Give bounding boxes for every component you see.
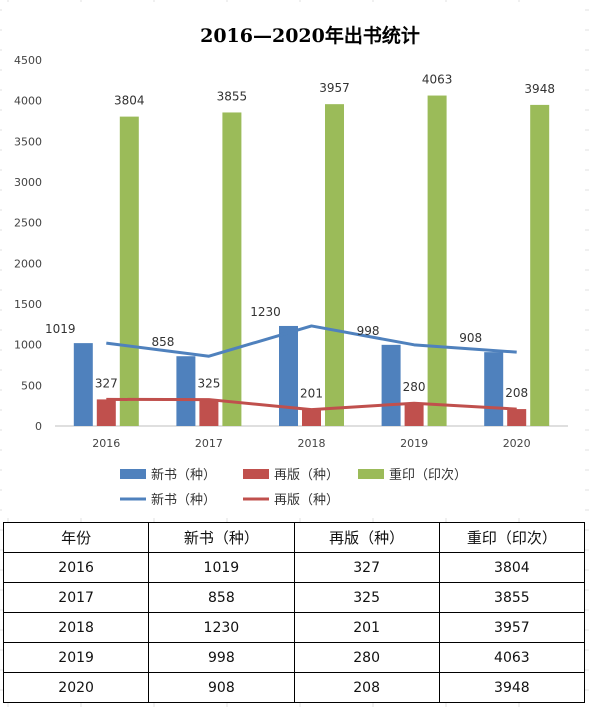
x-tick-label: 2017 (195, 437, 223, 450)
x-tick-label: 2016 (92, 437, 120, 450)
cell-new: 1230 (148, 612, 295, 643)
legend-label: 新书（种） (151, 492, 216, 508)
bar-edition-2019[interactable] (404, 403, 424, 426)
data-label: 280 (403, 380, 426, 394)
table-header-row: 年份 新书（种） 再版（种） 重印（印次） (2, 522, 586, 553)
data-labels: 1019 858 1230 998 908 327 325 201 280 208 3804 3855… (45, 73, 555, 401)
legend-swatch (243, 469, 269, 479)
y-tick-label: 1000 (14, 339, 42, 352)
data-label: 1230 (250, 305, 281, 319)
y-tick-label: 1500 (14, 298, 42, 311)
legend-label: 新书（种） (151, 467, 216, 483)
lines (106, 324, 517, 412)
data-label: 998 (357, 324, 380, 338)
cell-edition: 327 (293, 552, 440, 583)
data-label: 908 (459, 331, 482, 345)
data-label: 3855 (217, 89, 248, 103)
legend-label: 再版（种） (274, 493, 339, 508)
bar-reprint-2016[interactable] (119, 116, 139, 426)
header-edition: 再版（种） (293, 522, 440, 553)
data-label: 325 (197, 377, 220, 391)
cell-new: 858 (148, 582, 295, 613)
legend-label: 重印（印次） (389, 467, 467, 483)
legend-swatch (358, 469, 384, 479)
data-label: 201 (300, 387, 323, 401)
x-tick-label: 2019 (400, 437, 428, 450)
y-tick-label: 2500 (14, 217, 42, 230)
y-tick-label: 500 (21, 379, 42, 392)
data-label: 858 (151, 335, 174, 349)
cell-new: 998 (148, 642, 295, 673)
bar-reprint-2020[interactable] (530, 104, 550, 427)
table-row: 2017 858 325 3855 (2, 582, 586, 613)
data-label: 327 (95, 376, 118, 390)
bar-reprint-2019[interactable] (427, 95, 447, 426)
legend-label: 再版（种） (274, 468, 339, 483)
bar-reprint-2018[interactable] (325, 104, 344, 426)
cell-new: 908 (148, 672, 295, 703)
cell-new: 1019 (148, 552, 295, 583)
bar-new-2020[interactable] (484, 352, 504, 426)
bar-edition-2016[interactable] (96, 399, 116, 426)
bar-edition-2018[interactable] (302, 409, 321, 426)
cell-year: 2019 (2, 642, 150, 673)
y-tick-label: 0 (35, 420, 42, 433)
cell-reprint: 3957 (438, 612, 586, 643)
cell-reprint: 3948 (438, 672, 586, 703)
data-table: 年份 新书（种） 再版（种） 重印（印次） 2016 1019 327 3804… (2, 522, 586, 703)
header-new: 新书（种） (148, 522, 295, 553)
cell-reprint: 3855 (438, 582, 586, 613)
header-reprint: 重印（印次） (438, 522, 586, 553)
y-axis: 0 500 1000 1500 2000 2500 3000 3500 4000 4500 (14, 54, 42, 433)
data-label: 3957 (319, 81, 350, 95)
data-label: 208 (505, 386, 528, 400)
cell-edition: 201 (293, 612, 440, 643)
line-edition[interactable] (106, 397, 517, 412)
data-label: 4063 (422, 73, 453, 87)
x-tick-label: 2018 (298, 437, 326, 450)
cell-year: 2017 (2, 582, 150, 613)
table-row: 2016 1019 327 3804 (2, 552, 586, 583)
y-tick-label: 2000 (14, 257, 42, 270)
chart: 2016—2020年出书统计 0 500 1000 1500 2000 2500 3000 3… (2, 2, 585, 518)
cell-reprint: 3804 (438, 552, 586, 583)
cell-reprint: 4063 (438, 642, 586, 673)
y-tick-label: 4000 (14, 95, 42, 108)
legend-swatch (120, 469, 146, 479)
bar-new-2017[interactable] (176, 356, 196, 426)
table-row: 2018 1230 201 3957 (2, 612, 586, 643)
y-tick-label: 4500 (14, 54, 42, 67)
cell-year: 2016 (2, 552, 150, 583)
header-year: 年份 (2, 522, 150, 553)
line-new[interactable] (106, 324, 517, 358)
bar-edition-2020[interactable] (507, 409, 527, 426)
y-tick-label: 3500 (14, 135, 42, 148)
table-row: 2020 908 208 3948 (2, 672, 586, 703)
chart-area[interactable] (2, 2, 585, 518)
x-tick-label: 2020 (503, 437, 531, 450)
cell-year: 2018 (2, 612, 150, 643)
bar-new-2018[interactable] (279, 325, 298, 426)
cell-edition: 208 (293, 672, 440, 703)
legend: 新书（种） 再版（种） 重印（印次） 新书（种） 再版（种） (120, 467, 467, 508)
table-row: 2019 998 280 4063 (2, 642, 586, 673)
bar-edition-2017[interactable] (199, 399, 219, 426)
bar-new-2016[interactable] (73, 343, 93, 426)
data-label: 3804 (114, 94, 145, 108)
data-label: 3948 (524, 82, 555, 96)
chart-title: 2016—2020年出书统计 (200, 24, 420, 47)
cell-edition: 280 (293, 642, 440, 673)
cell-edition: 325 (293, 582, 440, 613)
bar-reprint-2017[interactable] (222, 112, 242, 427)
cell-year: 2020 (2, 672, 150, 703)
y-tick-label: 3000 (14, 176, 42, 189)
x-axis: 2016 2017 2018 2019 2020 (55, 425, 568, 450)
bar-new-2019[interactable] (381, 344, 401, 426)
data-label: 1019 (45, 322, 76, 336)
